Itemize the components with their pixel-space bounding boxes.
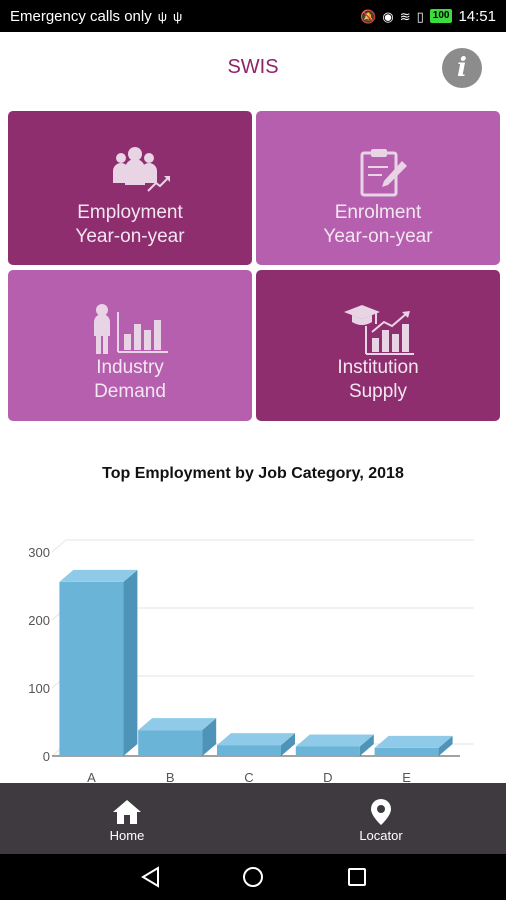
x-tick-label: E <box>402 770 411 782</box>
usb-icon: ψ <box>157 8 168 24</box>
tile-institution-supply[interactable]: Institution Supply <box>256 270 500 421</box>
battery-icon: 100 <box>429 9 453 23</box>
wifi-icon: ≋ <box>399 8 411 24</box>
bar-top-B <box>138 718 217 731</box>
clipboard-pencil-icon <box>360 149 407 197</box>
nav-home-label: Home <box>109 828 145 843</box>
x-tick-label: D <box>323 770 332 782</box>
tile-institution-label-2: Supply <box>348 381 408 402</box>
nav-locator-label: Locator <box>359 828 403 843</box>
tile-employment-label-2: Year-on-year <box>75 226 185 247</box>
bar-top-A <box>59 569 138 582</box>
tile-institution-label-1: Institution <box>337 357 419 378</box>
carrier-text: Emergency calls only <box>10 7 152 25</box>
bar-top-E <box>374 735 453 748</box>
recents-icon[interactable] <box>346 866 368 888</box>
bar-side-C <box>281 733 295 756</box>
tile-industry-demand[interactable]: Industry Demand <box>8 270 252 421</box>
bottom-nav: Home Locator <box>0 783 506 854</box>
bar-B <box>138 730 203 756</box>
tile-industry-label-1: Industry <box>96 357 164 378</box>
tile-employment-label-1: Employment <box>77 202 183 223</box>
back-icon[interactable] <box>140 866 162 888</box>
y-tick-label: 200 <box>28 613 50 628</box>
bar-A <box>59 581 124 756</box>
bar-side-D <box>359 734 374 756</box>
usb-debug-icon: ψ <box>173 8 183 24</box>
nav-locator[interactable]: Locator <box>340 783 422 854</box>
y-tick-label: 300 <box>28 545 50 560</box>
tile-enrolment-label-1: Enrolment <box>334 202 422 223</box>
home-circle-icon[interactable] <box>242 866 264 888</box>
eye-icon: ◉ <box>382 8 394 24</box>
bar-top-D <box>295 734 374 747</box>
gridline-depth <box>51 539 67 553</box>
chart-title: Top Employment by Job Category, 2018 <box>102 465 404 482</box>
home-icon <box>113 800 141 824</box>
bar-D <box>295 746 360 756</box>
bar-E <box>374 747 439 756</box>
bar-top-C <box>217 733 295 746</box>
people-growth-icon <box>113 147 170 192</box>
worker-bar-chart-icon <box>94 304 168 354</box>
bar-side-B <box>202 718 217 756</box>
tile-industry-label-2: Demand <box>94 381 166 402</box>
employment-bar-chart: 0 100 200 300 A B C D E <box>28 539 474 782</box>
app-header: SWIS i <box>0 32 506 104</box>
tile-enrolment-label-2: Year-on-year <box>323 226 433 247</box>
page-title: SWIS <box>227 56 279 78</box>
status-bar: Emergency calls only ψ ψ 🔕 ◉ ≋ ▯ 100 14:… <box>0 0 506 32</box>
tile-employment-year-on-year[interactable]: Employment Year-on-year <box>8 111 252 265</box>
x-tick-label: A <box>87 770 96 782</box>
bar-side-E <box>438 735 453 756</box>
info-icon[interactable]: i <box>442 48 482 88</box>
location-pin-icon <box>371 799 391 825</box>
x-tick-label: B <box>166 770 175 782</box>
bar-C <box>217 745 281 756</box>
system-nav-bar <box>0 854 506 900</box>
mute-icon: 🔕 <box>360 8 377 24</box>
y-tick-label: 0 <box>43 749 50 764</box>
x-tick-label: C <box>244 770 253 782</box>
sim-icon: ▯ <box>416 8 424 24</box>
y-tick-label: 100 <box>28 681 50 696</box>
clock: 14:51 <box>458 7 496 25</box>
tile-enrolment-year-on-year[interactable]: Enrolment Year-on-year <box>256 111 500 265</box>
nav-home[interactable]: Home <box>86 783 168 854</box>
graduation-bar-chart-icon <box>344 305 414 355</box>
bar-side-A <box>123 569 138 756</box>
